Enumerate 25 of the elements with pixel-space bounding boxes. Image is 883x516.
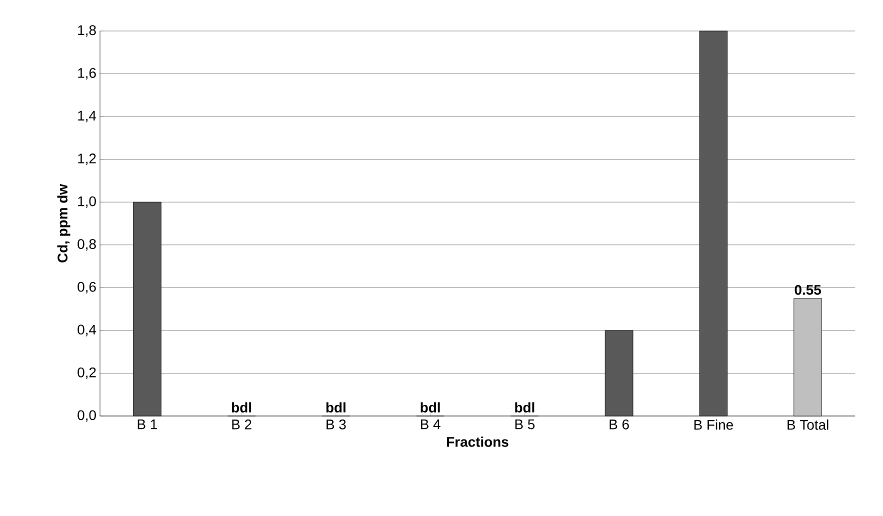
x-axis-title: Fractions xyxy=(447,436,508,447)
y-tick-label: 1,6 xyxy=(78,68,96,80)
data-label: bdl xyxy=(326,402,346,412)
data-label: bdl xyxy=(515,402,534,412)
x-tick-label: B 3 xyxy=(326,420,346,430)
y-tick-label: 1,4 xyxy=(78,110,96,122)
y-tick-label: 0,4 xyxy=(78,324,96,336)
y-tick-label: 1,8 xyxy=(78,25,96,37)
data-label: bdl xyxy=(420,402,440,412)
y-tick-label: 0,2 xyxy=(78,367,96,379)
y-tick-label: 1,2 xyxy=(78,154,96,166)
x-tick-label: B Fine xyxy=(694,420,733,430)
y-tick-label: 1,0 xyxy=(78,196,96,208)
x-tick-label: B Total xyxy=(788,420,828,430)
y-tick-label: 0,8 xyxy=(78,239,96,251)
y-axis-title: Cd, ppm dw xyxy=(57,184,70,262)
y-tick-label: 0,0 xyxy=(78,410,96,422)
data-label: 0.55 xyxy=(794,284,822,295)
x-tick-label: B 5 xyxy=(515,420,535,430)
y-tick-label: 0,6 xyxy=(78,282,96,294)
data-label: bdl xyxy=(232,402,252,412)
x-tick-label: B 1 xyxy=(138,420,157,430)
x-tick-label: B 6 xyxy=(610,420,629,430)
x-tick-label: B 4 xyxy=(420,420,440,430)
x-tick-label: B 2 xyxy=(232,420,252,430)
